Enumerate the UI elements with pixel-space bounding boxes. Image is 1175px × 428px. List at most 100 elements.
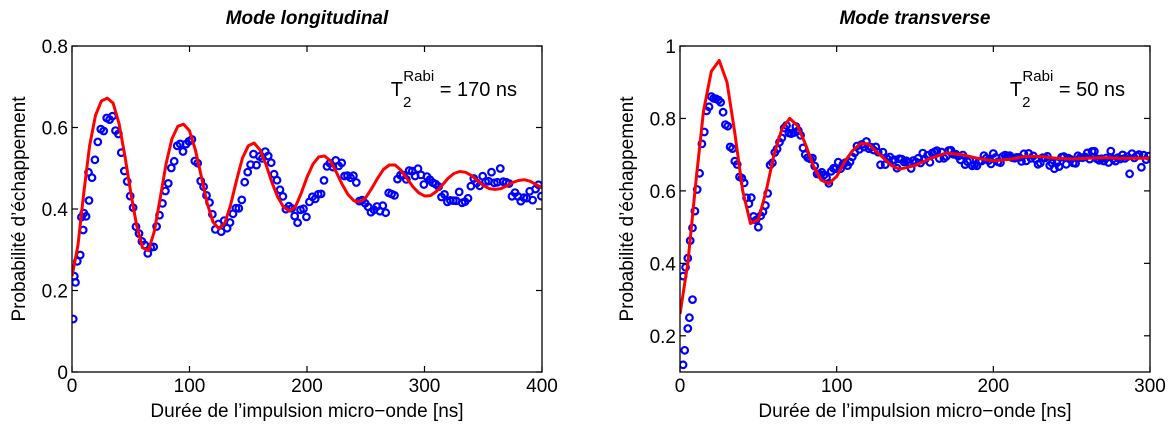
y-tick-label: 0.4 xyxy=(650,254,677,275)
data-point xyxy=(243,167,253,177)
x-tick-label: 100 xyxy=(174,376,206,397)
y-axis-label: Probabilité d’échappement xyxy=(9,96,30,322)
data-point xyxy=(683,324,693,333)
annotation-main: T xyxy=(391,79,403,101)
x-axis-label: Durée de l’impulsion micro−onde [ns] xyxy=(758,401,1071,422)
data-point xyxy=(378,201,388,211)
data-point xyxy=(1136,162,1146,172)
data-point xyxy=(878,147,888,157)
x-tick-label: 100 xyxy=(821,376,853,397)
x-tick-label: 200 xyxy=(977,376,1009,397)
fit-line xyxy=(680,59,1150,315)
data-point xyxy=(237,195,247,205)
annotation-sup: Rabi xyxy=(403,68,434,85)
data-point xyxy=(495,164,505,173)
data-point xyxy=(178,147,188,156)
data-point xyxy=(72,314,78,324)
data-point xyxy=(240,177,250,187)
x-tick-label: 200 xyxy=(291,376,323,397)
annotation-t2: T2 Rabi = 50 ns xyxy=(1010,68,1125,111)
data-point xyxy=(753,222,763,232)
data-point xyxy=(278,191,288,201)
data-point xyxy=(718,107,728,117)
data-point xyxy=(528,195,537,205)
data-point xyxy=(463,193,473,203)
data-points xyxy=(72,111,542,324)
y-tick-label: 1 xyxy=(665,37,676,58)
data-point xyxy=(688,295,697,305)
chart-title: Mode longitudinal xyxy=(226,8,389,29)
data-point xyxy=(704,102,714,112)
annotation-sub: 2 xyxy=(1022,94,1030,111)
x-tick-label: 0 xyxy=(67,376,78,397)
data-point xyxy=(419,180,429,189)
y-tick-label: 0.2 xyxy=(650,327,676,348)
data-point xyxy=(349,171,358,181)
data-point xyxy=(166,163,176,173)
data-point xyxy=(746,193,756,203)
chart-title: Mode transverse xyxy=(839,8,990,29)
data-point xyxy=(932,146,942,156)
data-point xyxy=(266,158,276,168)
data-point xyxy=(163,178,173,188)
data-point xyxy=(252,160,261,170)
data-point xyxy=(319,175,329,185)
data-point xyxy=(234,203,244,213)
data-point xyxy=(1089,146,1099,156)
data-point xyxy=(723,121,733,131)
data-point xyxy=(1106,146,1116,156)
data-point xyxy=(72,278,80,287)
data-point xyxy=(263,151,273,161)
data-point xyxy=(316,189,326,199)
annotation-value: = 170 ns xyxy=(434,79,517,101)
data-point xyxy=(225,218,235,227)
data-point xyxy=(90,155,100,165)
data-point xyxy=(84,196,94,205)
data-point xyxy=(381,208,391,218)
data-point xyxy=(454,187,464,197)
data-point xyxy=(93,137,103,147)
data-point xyxy=(390,190,399,200)
plot-frame xyxy=(679,45,1151,373)
data-point xyxy=(337,158,347,168)
y-tick-label: 0 xyxy=(57,363,68,384)
data-point xyxy=(351,178,361,187)
data-point xyxy=(680,345,690,355)
data-point xyxy=(99,126,109,136)
data-point xyxy=(440,189,449,199)
data-point xyxy=(302,212,311,222)
data-point xyxy=(716,97,726,107)
x-tick-label: 400 xyxy=(526,376,558,397)
y-tick-label: 0.8 xyxy=(42,37,68,58)
y-tick-label: 0.2 xyxy=(42,282,68,303)
data-points xyxy=(680,92,1150,370)
annotation-sub: 2 xyxy=(403,94,411,111)
chart-panel-2: 0 100 200 300 0.2 0.4 0.6 0.8 1 Mode transverse Du… xyxy=(617,8,1166,422)
data-point xyxy=(169,156,179,166)
x-tick-label: 300 xyxy=(409,376,441,397)
data-point xyxy=(299,204,308,214)
chart-panel-1: 0 100 200 300 400 0 0.2 0.4 0.6 0.8 Mode longitudi… xyxy=(9,8,558,422)
y-tick-label: 0.6 xyxy=(650,182,676,203)
y-tick-label: 0.4 xyxy=(42,200,69,221)
data-point xyxy=(293,218,303,228)
x-tick-label: 300 xyxy=(1134,376,1166,397)
data-point xyxy=(272,175,282,185)
annotation-t2: T2 Rabi = 170 ns xyxy=(391,68,517,111)
data-point xyxy=(685,313,694,323)
y-tick-label: 0.6 xyxy=(42,119,68,140)
data-point xyxy=(1125,169,1134,179)
data-point xyxy=(487,167,496,177)
x-axis-label: Durée de l’impulsion micro−onde [ns] xyxy=(150,401,463,422)
y-axis-label: Probabilité d’échappement xyxy=(617,96,638,322)
fit-line xyxy=(72,96,542,277)
x-tick-label: 0 xyxy=(675,376,686,397)
annotation-sup: Rabi xyxy=(1022,68,1053,85)
data-point xyxy=(876,160,885,170)
annotation-value: = 50 ns xyxy=(1053,79,1125,101)
data-point xyxy=(680,360,688,370)
data-point xyxy=(1054,162,1064,172)
y-tick-label: 0.8 xyxy=(650,109,676,130)
